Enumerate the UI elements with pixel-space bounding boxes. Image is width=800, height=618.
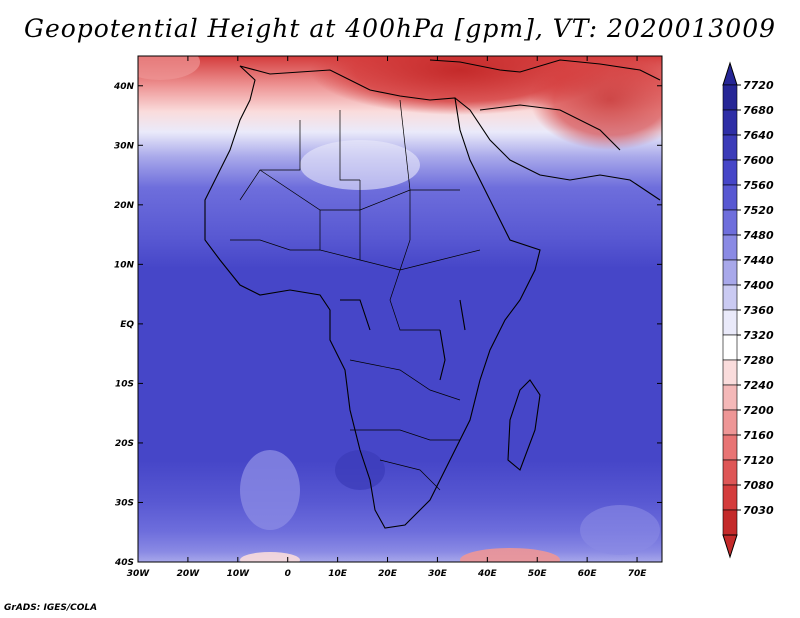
- x-tick-label: 50E: [528, 569, 548, 579]
- y-tick-label: EQ: [120, 320, 134, 330]
- colorbar-label: 7240: [743, 379, 774, 392]
- x-tick-label: 20W: [177, 569, 201, 579]
- colorbar-swatch: [722, 84, 738, 111]
- x-tick-label: 70E: [628, 569, 648, 579]
- y-tick-label: 20S: [115, 439, 134, 449]
- x-tick-label: 30W: [127, 569, 151, 579]
- colorbar-label: 7160: [743, 429, 774, 442]
- colorbar-label: 7030: [743, 504, 774, 517]
- x-tick-label: 10W: [227, 569, 251, 579]
- colorbar-label: 7280: [743, 354, 774, 367]
- colorbar-swatch: [722, 284, 738, 311]
- colorbar-label: 7400: [743, 279, 774, 292]
- colorbar-label: 7120: [743, 454, 774, 467]
- coastlines: [204, 59, 661, 529]
- country-borders: [230, 99, 481, 491]
- colorbar-swatch: [722, 484, 738, 511]
- y-tick-label: 40S: [114, 558, 134, 568]
- colorbar-swatch: [722, 159, 738, 186]
- credit-label: GrADS: IGES/COLA: [4, 603, 98, 613]
- colorbar-swatch: [722, 509, 738, 536]
- colorbar-swatch: [722, 134, 738, 161]
- colorbar-swatch: [722, 459, 738, 486]
- axis-ticks: 30W 20W 10W 0 10E 20E 30E 40E 50E 60E 70E 40N 30N 20N…: [113, 56, 662, 579]
- colorbar-label: 7440: [743, 254, 774, 267]
- colorbar-label: 7640: [743, 129, 774, 142]
- colorbar-label: 7480: [743, 229, 774, 242]
- y-tick-label: 30N: [114, 141, 135, 151]
- y-tick-label: 30S: [115, 498, 134, 508]
- y-tick-label: 10N: [114, 260, 135, 270]
- colorbar-label: 7680: [743, 104, 774, 117]
- colorbar-swatch: [722, 434, 738, 461]
- colorbar-label: 7080: [743, 479, 774, 492]
- colorbar-label: 7360: [743, 304, 774, 317]
- colorbar-swatch: [722, 309, 738, 336]
- x-tick-label: 20E: [378, 569, 398, 579]
- colorbar: 7720 7680 7640 7600 7560 7520 7480 7440 7400 7360…: [722, 61, 774, 559]
- map-frame: [137, 55, 663, 563]
- colorbar-swatch: [722, 184, 738, 211]
- colorbar-label: 7200: [743, 404, 774, 417]
- colorbar-swatch: [722, 409, 738, 436]
- colorbar-label: 7720: [743, 79, 774, 92]
- y-tick-label: 20N: [114, 201, 135, 211]
- colorbar-swatch: [722, 334, 738, 361]
- colorbar-swatch: [722, 384, 738, 411]
- y-tick-label: 10S: [115, 379, 134, 389]
- height-field: [138, 56, 662, 562]
- colorbar-swatch: [722, 359, 738, 386]
- colorbar-swatch: [722, 109, 738, 136]
- y-tick-label: 40N: [113, 82, 135, 92]
- colorbar-label: 7520: [743, 204, 774, 217]
- x-tick-label: 0: [285, 569, 291, 579]
- colorbar-swatch: [722, 209, 738, 236]
- colorbar-swatch: [722, 259, 738, 286]
- chart-title: Geopotential Height at 400hPa [gpm], VT:…: [23, 14, 777, 43]
- x-tick-label: 10E: [328, 569, 348, 579]
- colorbar-swatch: [722, 234, 738, 261]
- x-tick-label: 30E: [428, 569, 448, 579]
- colorbar-bottom-arrow: [722, 534, 738, 559]
- colorbar-label: 7600: [743, 154, 774, 167]
- colorbar-label: 7320: [743, 329, 774, 342]
- x-tick-label: 60E: [578, 569, 598, 579]
- colorbar-top-arrow: [722, 61, 738, 86]
- colorbar-label: 7560: [743, 179, 774, 192]
- x-tick-label: 40E: [477, 569, 498, 579]
